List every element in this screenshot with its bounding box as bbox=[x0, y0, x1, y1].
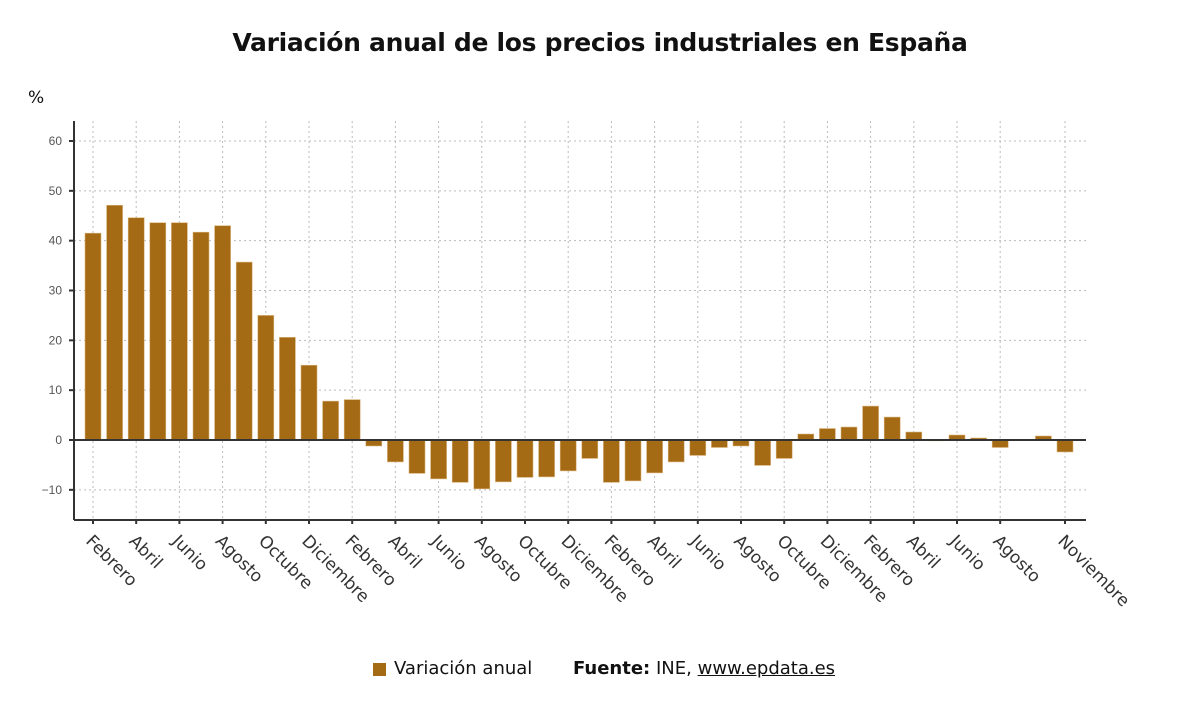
bar bbox=[214, 225, 231, 441]
bar bbox=[754, 439, 771, 466]
bar bbox=[819, 428, 836, 441]
bar bbox=[689, 439, 707, 456]
bar bbox=[495, 439, 512, 483]
bar bbox=[387, 439, 404, 463]
axes bbox=[69, 121, 1086, 524]
x-tick-label: Agosto bbox=[211, 531, 267, 587]
bar bbox=[538, 439, 555, 478]
y-tick-label: −10 bbox=[42, 483, 63, 497]
legend-swatch bbox=[373, 663, 386, 676]
y-tick-label: 60 bbox=[49, 134, 63, 148]
bar bbox=[343, 399, 361, 441]
bars bbox=[84, 204, 1074, 490]
x-tick-label: Junio bbox=[167, 531, 211, 575]
bar bbox=[430, 439, 447, 480]
bar bbox=[624, 439, 642, 482]
chart-title: Variación anual de los precios industria… bbox=[232, 28, 968, 57]
legend-label: Variación anual bbox=[394, 658, 533, 679]
bar bbox=[149, 222, 167, 441]
legend[interactable]: Variación anual bbox=[373, 658, 532, 679]
bar bbox=[581, 439, 599, 459]
bar bbox=[1056, 439, 1074, 453]
x-tick-label: Agosto bbox=[729, 531, 785, 587]
y-tick-label: 40 bbox=[49, 234, 63, 248]
bar bbox=[106, 204, 123, 441]
bar bbox=[991, 439, 1009, 448]
bar bbox=[171, 222, 188, 441]
grid-lines bbox=[74, 121, 1086, 520]
bar bbox=[300, 364, 318, 441]
bar bbox=[127, 217, 145, 441]
bar bbox=[775, 439, 793, 459]
y-tick-label: 20 bbox=[49, 333, 63, 347]
bar bbox=[646, 439, 663, 474]
x-tick-label: Noviembre bbox=[1053, 531, 1133, 611]
bar bbox=[711, 439, 728, 448]
bar bbox=[905, 431, 923, 441]
x-tick-label: Agosto bbox=[989, 531, 1045, 587]
bar bbox=[667, 439, 685, 463]
bar bbox=[322, 400, 339, 441]
y-tick-label: 10 bbox=[49, 383, 63, 397]
source-link[interactable]: www.epdata.es bbox=[697, 658, 836, 679]
bar bbox=[451, 439, 469, 483]
bar bbox=[603, 439, 620, 483]
bar bbox=[235, 261, 253, 441]
bar bbox=[473, 439, 491, 490]
bar bbox=[840, 426, 858, 441]
x-tick-label: Agosto bbox=[470, 531, 526, 587]
bar bbox=[408, 439, 426, 474]
y-tick-label: 30 bbox=[49, 284, 63, 298]
y-axis-unit: % bbox=[28, 88, 45, 108]
bar bbox=[279, 337, 296, 441]
bar bbox=[883, 416, 901, 441]
x-tick-label: Junio bbox=[686, 531, 730, 575]
bar bbox=[84, 232, 102, 441]
source-text: INE, bbox=[655, 658, 692, 679]
source-note: Fuente: INE, www.epdata.es bbox=[573, 658, 835, 679]
bar bbox=[559, 439, 577, 472]
bar bbox=[257, 315, 275, 441]
y-tick-label: 0 bbox=[55, 433, 62, 447]
y-tick-label: 50 bbox=[49, 184, 63, 198]
x-tick-label: Junio bbox=[945, 531, 989, 575]
bar bbox=[862, 405, 879, 441]
bar bbox=[516, 439, 534, 478]
y-tick-labels: −10 0 10 20 30 40 50 60 bbox=[42, 134, 63, 497]
bar bbox=[192, 231, 210, 441]
x-tick-label: Junio bbox=[426, 531, 470, 575]
source-label: Fuente: bbox=[573, 658, 651, 679]
